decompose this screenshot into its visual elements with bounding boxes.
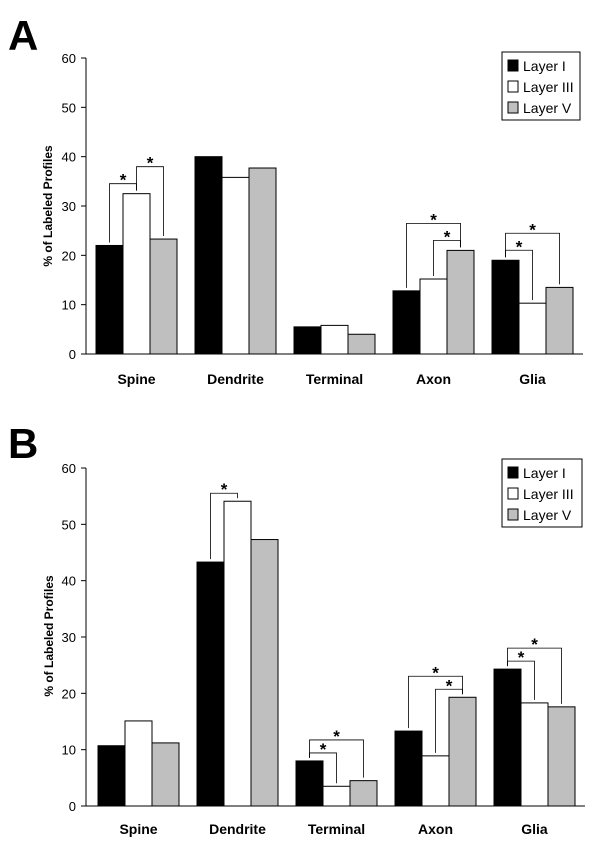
x-category-label: Terminal xyxy=(306,371,363,387)
y-tick-label: 50 xyxy=(62,100,76,115)
significance-marker: * xyxy=(518,648,525,667)
x-category-label: Axon xyxy=(416,371,451,387)
bar-terminal-layer-i xyxy=(295,760,324,807)
x-category-label: Axon xyxy=(418,821,453,837)
bar-terminal-layer-iii xyxy=(320,324,349,355)
y-tick-label: 0 xyxy=(69,347,76,362)
bar-dendrite-layer-i xyxy=(196,561,225,807)
bar-spine-layer-i xyxy=(97,745,126,807)
legend-swatch-layer-i xyxy=(507,466,519,479)
bar-glia-layer-i xyxy=(491,259,520,355)
legend-label: Layer V xyxy=(523,100,572,116)
bar-glia-layer-v xyxy=(545,286,574,355)
bar-terminal-layer-v xyxy=(347,333,376,355)
bar-axon-layer-v xyxy=(446,249,475,355)
significance-marker: * xyxy=(432,663,439,682)
bar-axon-layer-iii xyxy=(421,755,450,807)
significance-marker: * xyxy=(531,635,538,654)
y-tick-label: 20 xyxy=(62,248,76,263)
y-tick-label: 10 xyxy=(62,743,76,758)
significance-marker: * xyxy=(516,237,523,256)
y-tick-label: 40 xyxy=(62,150,76,165)
legend-label: Layer I xyxy=(523,58,566,74)
panel-b-chart: B 0 10 20 30 40 50 60 % of Labeled Profiles Spine… xyxy=(8,420,585,837)
legend-swatch-layer-v xyxy=(507,101,519,114)
bar-dendrite-layer-v xyxy=(250,539,279,807)
bar-terminal-layer-i xyxy=(293,326,322,355)
legend-swatch-layer-iii xyxy=(507,80,519,93)
significance-bracket xyxy=(507,647,562,704)
bar-glia-layer-i xyxy=(493,668,522,807)
bar-spine-layer-iii xyxy=(124,720,153,807)
significance-bracket xyxy=(136,166,164,237)
significance-bracket xyxy=(309,739,364,778)
significance-bracket xyxy=(406,222,461,288)
y-tick-label: 60 xyxy=(62,51,76,66)
bar-terminal-layer-iii xyxy=(322,785,351,807)
bar-axon-layer-v xyxy=(448,696,477,807)
significance-marker: * xyxy=(333,727,340,746)
y-tick-label: 20 xyxy=(62,686,76,701)
x-category-label: Dendrite xyxy=(209,821,266,837)
bar-spine-layer-i xyxy=(95,244,124,355)
panel-label: A xyxy=(8,12,38,59)
legend: Layer I Layer III Layer V xyxy=(501,458,583,528)
significance-marker: * xyxy=(147,154,154,173)
significance-marker: * xyxy=(529,220,536,239)
y-tick-label: 30 xyxy=(62,630,76,645)
bar-glia-layer-iii xyxy=(520,702,549,807)
x-category-label: Glia xyxy=(519,371,546,387)
significance-marker: * xyxy=(320,740,327,759)
x-category-label: Spine xyxy=(119,821,157,837)
significance-marker: * xyxy=(430,210,437,229)
bar-dendrite-layer-iii xyxy=(223,500,252,807)
significance-marker: * xyxy=(221,480,228,499)
bar-axon-layer-i xyxy=(392,290,421,355)
y-tick-label: 0 xyxy=(69,799,76,814)
bar-dendrite-layer-i xyxy=(194,156,223,355)
bar-axon-layer-i xyxy=(394,730,423,807)
x-category-label: Spine xyxy=(117,371,155,387)
y-tick-label: 60 xyxy=(62,461,76,476)
y-tick-label: 30 xyxy=(62,199,76,214)
bar-glia-layer-iii xyxy=(518,302,547,355)
y-tick-label: 10 xyxy=(62,298,76,313)
bar-glia-layer-v xyxy=(547,706,576,807)
bar-dendrite-layer-v xyxy=(248,167,277,355)
panel-a-chart: A 0 10 20 30 40 50 60 % of Labeled Profiles Spine… xyxy=(8,12,583,387)
bar-axon-layer-iii xyxy=(419,278,448,355)
bar-dendrite-layer-iii xyxy=(221,176,250,355)
x-category-label: Terminal xyxy=(308,821,365,837)
bar-terminal-layer-v xyxy=(349,780,378,807)
significance-bracket xyxy=(505,232,560,285)
bar-spine-layer-v xyxy=(149,238,178,355)
legend-swatch-layer-iii xyxy=(507,487,519,500)
significance-bracket xyxy=(210,492,238,560)
legend-label: Layer V xyxy=(523,507,572,523)
legend-label: Layer I xyxy=(523,465,566,481)
legend-label: Layer III xyxy=(523,486,574,502)
significance-bracket xyxy=(408,675,463,729)
significance-marker: * xyxy=(444,227,451,246)
significance-marker: * xyxy=(446,676,453,695)
significance-marker: * xyxy=(120,171,127,190)
y-tick-label: 40 xyxy=(62,574,76,589)
legend-swatch-layer-i xyxy=(507,59,519,72)
bar-spine-layer-iii xyxy=(122,193,151,355)
panel-label: B xyxy=(8,420,38,467)
legend-label: Layer III xyxy=(523,79,574,95)
bar-spine-layer-v xyxy=(151,742,180,807)
legend-swatch-layer-v xyxy=(507,508,519,521)
x-category-label: Glia xyxy=(521,821,548,837)
y-axis-label: % of Labeled Profiles xyxy=(42,575,56,697)
x-category-label: Dendrite xyxy=(207,371,264,387)
legend: Layer I Layer III Layer V xyxy=(501,51,581,121)
y-axis-label: % of Labeled Profiles xyxy=(41,145,55,267)
y-tick-label: 50 xyxy=(62,517,76,532)
